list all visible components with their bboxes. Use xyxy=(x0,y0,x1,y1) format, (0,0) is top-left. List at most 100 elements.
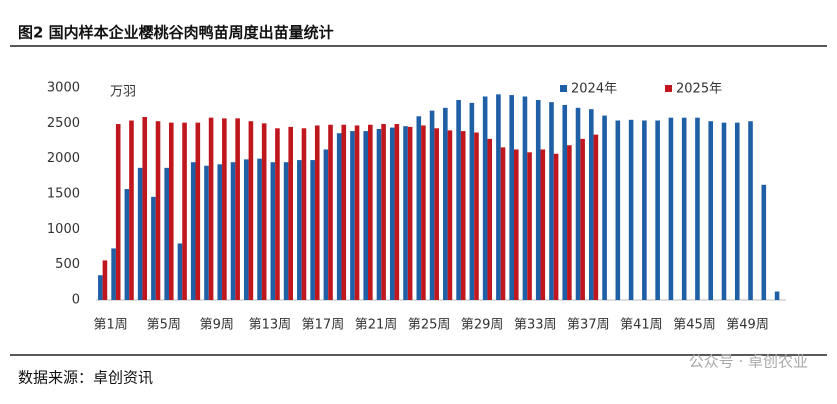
x-tick-label: 第45周 xyxy=(673,318,716,333)
bar xyxy=(443,107,448,300)
bar xyxy=(323,149,329,300)
bar xyxy=(177,243,183,300)
bar xyxy=(748,121,753,300)
legend-swatch xyxy=(665,85,672,92)
x-tick-label: 第1周 xyxy=(93,318,127,333)
bar xyxy=(460,131,466,300)
bar xyxy=(429,110,435,300)
bar xyxy=(261,123,267,300)
x-tick-label: 第13周 xyxy=(249,318,292,333)
bar xyxy=(230,162,236,300)
bar xyxy=(456,100,461,300)
source: 数据来源：卓创资讯 xyxy=(18,369,153,387)
legend-label: 2024年 xyxy=(571,82,617,97)
bar xyxy=(567,145,572,300)
bar xyxy=(540,149,546,300)
bar xyxy=(403,126,408,300)
bar xyxy=(129,120,134,300)
bar xyxy=(549,102,554,300)
bar xyxy=(137,167,143,300)
bar xyxy=(535,100,541,300)
bar xyxy=(270,162,276,300)
bar xyxy=(368,124,373,300)
bar xyxy=(575,107,581,300)
bar xyxy=(341,124,347,300)
bar xyxy=(124,189,130,300)
bar xyxy=(288,126,294,300)
x-tick-label: 第41周 xyxy=(620,318,663,333)
bar xyxy=(363,131,369,300)
bar xyxy=(734,122,740,300)
bar xyxy=(434,128,439,300)
bar xyxy=(257,158,262,300)
bar xyxy=(553,153,559,300)
y-tick-label: 3000 xyxy=(47,81,80,96)
y-tick-label: 2000 xyxy=(47,151,80,166)
bar xyxy=(482,96,488,300)
bar xyxy=(336,133,342,300)
bar xyxy=(102,260,108,300)
bar xyxy=(628,119,634,300)
bar xyxy=(580,138,585,300)
x-tick-label: 第33周 xyxy=(514,318,557,333)
bar xyxy=(248,121,254,300)
bar xyxy=(527,152,532,300)
bar xyxy=(310,160,315,300)
bar xyxy=(593,134,599,300)
x-tick-label: 第25周 xyxy=(408,318,451,333)
bar xyxy=(655,120,660,300)
bar xyxy=(151,196,156,300)
bar xyxy=(204,165,209,300)
bar xyxy=(487,138,493,300)
x-tick-label: 第37周 xyxy=(567,318,610,333)
bar xyxy=(164,167,169,300)
bar xyxy=(416,116,422,301)
bar xyxy=(301,128,307,300)
bar xyxy=(421,125,426,300)
x-tick-label: 第9周 xyxy=(200,318,234,333)
bar xyxy=(522,96,528,300)
bar xyxy=(115,124,121,300)
chart-title: 图2 国内样本企业樱桃谷肉鸭苗周度出苗量统计 xyxy=(18,24,334,42)
bar xyxy=(195,122,201,300)
y-tick-label: 1000 xyxy=(47,222,80,237)
bar xyxy=(761,184,767,300)
bar xyxy=(469,102,475,300)
bar xyxy=(376,128,382,300)
bar xyxy=(142,116,148,301)
bar xyxy=(155,121,161,300)
bar xyxy=(447,130,453,300)
bar xyxy=(615,120,621,300)
x-tick-label: 第21周 xyxy=(355,318,398,333)
bar xyxy=(283,162,289,300)
bar xyxy=(500,147,506,300)
bar xyxy=(588,109,594,300)
bar xyxy=(243,159,249,300)
legend-swatch xyxy=(560,85,567,92)
watermark: 公众号 · 卓创农业 xyxy=(689,353,808,371)
unit-label: 万羽 xyxy=(110,85,136,100)
bar xyxy=(168,122,174,300)
bar xyxy=(190,162,196,300)
bar xyxy=(509,95,514,300)
x-tick-label: 第49周 xyxy=(726,318,769,333)
bar xyxy=(222,118,227,301)
bar xyxy=(354,125,360,300)
y-tick-label: 1500 xyxy=(47,187,80,202)
y-tick-label: 2500 xyxy=(47,116,80,131)
x-tick-label: 第17周 xyxy=(302,318,345,333)
bar xyxy=(328,124,333,300)
bar xyxy=(642,120,647,300)
bar xyxy=(562,104,568,301)
x-tick-label: 第29周 xyxy=(461,318,504,333)
x-tick-label: 第5周 xyxy=(147,318,181,333)
bar xyxy=(389,127,395,300)
bar xyxy=(602,115,607,300)
bar xyxy=(275,128,280,300)
bar xyxy=(474,132,479,300)
bar xyxy=(774,291,780,300)
legend-label: 2025年 xyxy=(676,82,722,97)
bar xyxy=(394,124,400,300)
bar xyxy=(681,117,687,301)
